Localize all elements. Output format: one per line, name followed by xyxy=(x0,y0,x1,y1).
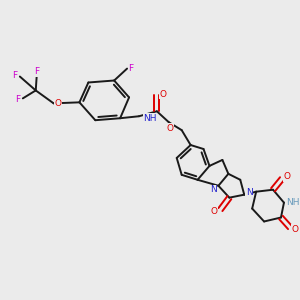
Text: O: O xyxy=(291,225,298,234)
Text: NH: NH xyxy=(143,114,157,123)
Text: N: N xyxy=(210,185,217,194)
Text: F: F xyxy=(34,67,39,76)
Text: O: O xyxy=(54,99,61,108)
Text: F: F xyxy=(12,71,17,80)
Text: F: F xyxy=(15,95,20,104)
Text: O: O xyxy=(211,207,218,216)
Text: NH: NH xyxy=(286,198,300,207)
Text: N: N xyxy=(246,188,253,197)
Text: O: O xyxy=(284,172,290,181)
Text: O: O xyxy=(166,124,173,133)
Text: F: F xyxy=(128,64,134,73)
Text: O: O xyxy=(159,90,166,99)
